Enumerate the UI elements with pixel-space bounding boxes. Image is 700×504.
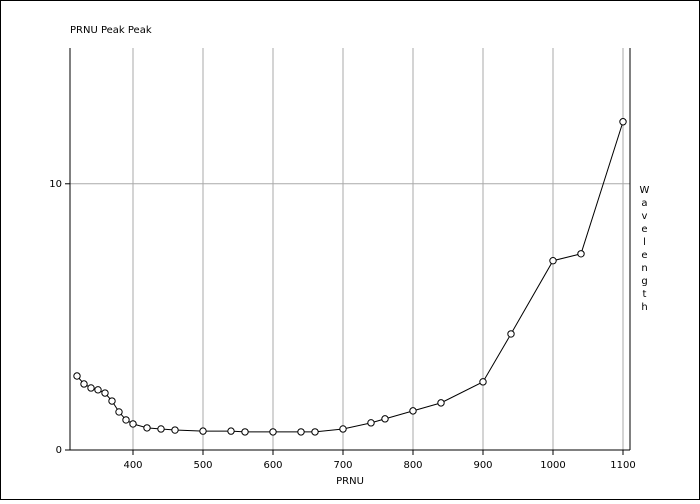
marker [269, 428, 277, 436]
x-tick-label: 400 [123, 460, 142, 471]
marker [577, 250, 585, 258]
x-tick-label: 800 [403, 460, 422, 471]
x-tick-label: 1000 [540, 460, 565, 471]
marker [311, 428, 319, 436]
marker [381, 415, 389, 423]
marker [297, 428, 305, 436]
y-axis-label: Wavelength [639, 185, 650, 315]
y-tick-label: 10 [49, 179, 62, 190]
marker [129, 420, 137, 428]
marker [227, 427, 235, 435]
x-tick-label: 500 [193, 460, 212, 471]
marker [122, 416, 130, 424]
marker [143, 424, 151, 432]
x-tick-label: 900 [473, 460, 492, 471]
marker [108, 397, 116, 405]
marker [507, 330, 515, 338]
marker [479, 378, 487, 386]
y-tick-label: 0 [56, 445, 62, 456]
marker [619, 118, 627, 126]
chart-title: PRNU Peak Peak [70, 25, 152, 36]
marker [80, 380, 88, 388]
marker [339, 425, 347, 433]
x-tick-label: 600 [263, 460, 282, 471]
marker [94, 386, 102, 394]
marker [101, 389, 109, 397]
marker [115, 408, 123, 416]
marker [73, 372, 81, 380]
marker [157, 425, 165, 433]
line [76, 121, 624, 433]
marker [241, 428, 249, 436]
x-tick-label: 700 [333, 460, 352, 471]
marker [87, 384, 95, 392]
marker [367, 419, 375, 427]
marker [409, 407, 417, 415]
marker [199, 427, 207, 435]
marker [549, 257, 557, 265]
x-tick-label: 1100 [610, 460, 635, 471]
marker [171, 426, 179, 434]
marker [437, 399, 445, 407]
x-axis-label: PRNU [336, 476, 364, 487]
